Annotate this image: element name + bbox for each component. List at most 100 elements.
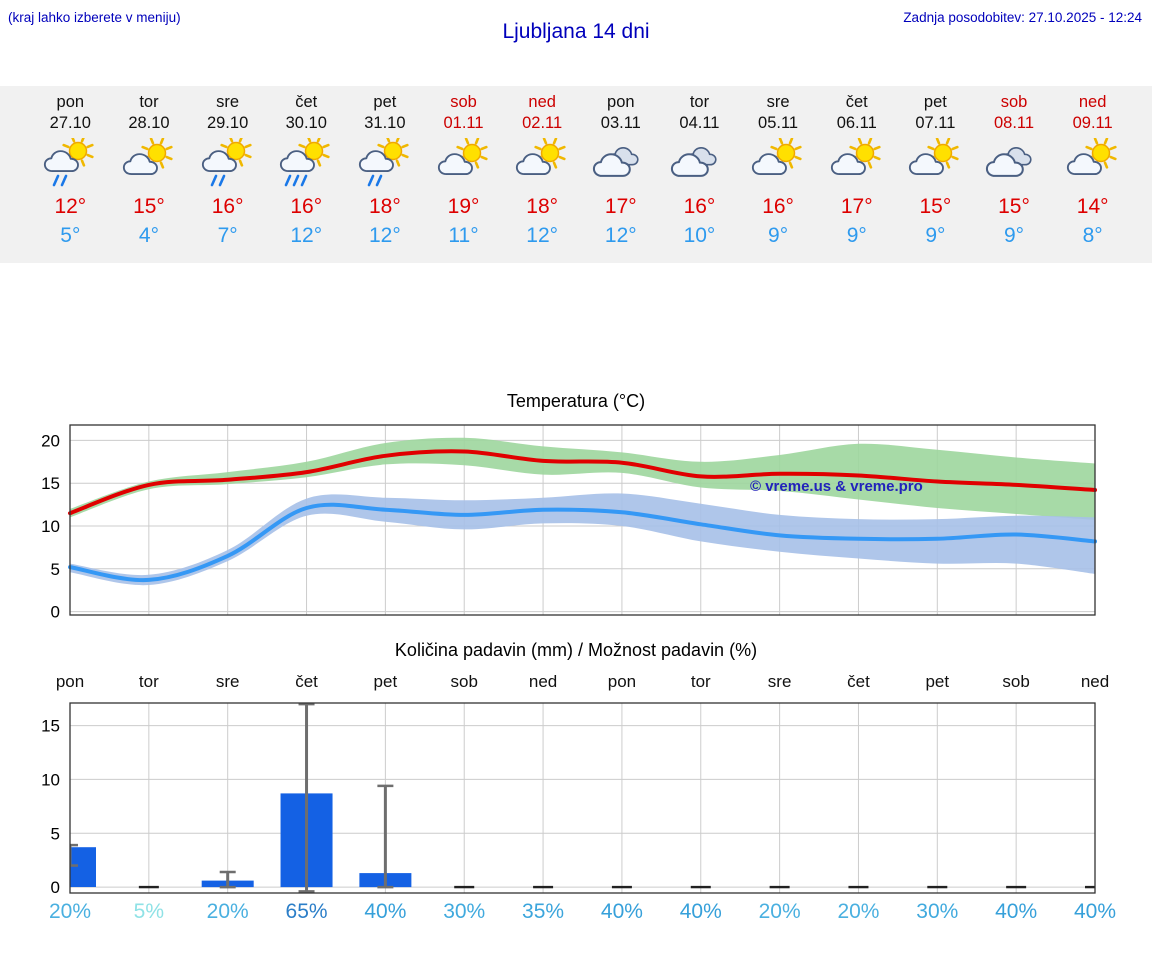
day-date: 31.10 <box>364 114 406 132</box>
low-temperature: 9° <box>846 224 867 247</box>
precip-probability-label: 20% <box>48 900 92 923</box>
precipitation-chart-title: Količina padavin (mm) / Možnost padavin … <box>394 640 758 660</box>
low-temperature: 12° <box>290 224 323 247</box>
low-temperature: 8° <box>1082 224 1103 247</box>
precip-probability-label: 40% <box>600 900 643 923</box>
precip-probability-label: 20% <box>758 900 801 923</box>
low-temperature: 7° <box>217 224 238 247</box>
cloudy-icon <box>581 138 660 190</box>
forecast-day-column: sob 01.11 19° 11° <box>424 92 503 249</box>
day-name: sob <box>450 93 477 111</box>
menu-hint-text: (kraj lahko izberete v meniju) <box>8 10 181 25</box>
day-name: pon <box>56 93 85 111</box>
high-temperature: 14° <box>1076 195 1109 218</box>
low-temperature: 12° <box>369 224 401 247</box>
day-date: 08.11 <box>993 114 1035 132</box>
precip-day-label: sob <box>1002 672 1030 691</box>
day-date: 03.11 <box>600 114 641 132</box>
high-temperature: 19° <box>447 195 480 218</box>
low-temperature: 12° <box>604 224 637 247</box>
page-title: Ljubljana 14 dni <box>502 20 650 43</box>
precip-day-label: pon <box>607 672 637 691</box>
svg-text:5: 5 <box>51 560 60 579</box>
temperature-chart-title: Temperatura (°C) <box>506 391 646 411</box>
page-header: (kraj lahko izberete v meniju) Ljubljana… <box>0 0 1152 48</box>
high-temperature: 16° <box>683 195 716 218</box>
day-name: sre <box>216 93 240 111</box>
precip-probability-label: 40% <box>679 900 722 923</box>
precip-probability-label: 65% <box>285 900 328 923</box>
sun-cloud-rain-icon <box>188 138 267 190</box>
precip-day-label: ned <box>1080 672 1110 691</box>
day-name: pon <box>607 93 635 111</box>
temperature-chart: 0 5 10 15 20 © vreme.us & vreme.pro <box>41 424 1097 622</box>
forecast-day-column: sre 05.11 16° 9° <box>739 92 818 249</box>
day-date: 07.11 <box>915 114 956 132</box>
day-date: 06.11 <box>836 114 877 132</box>
sun-cloud-icon <box>424 138 503 190</box>
precipitation-chart: 0 5 10 15 <box>41 702 1096 897</box>
svg-text:10: 10 <box>41 517 60 536</box>
precip-day-label: pet <box>373 672 398 691</box>
day-name: čet <box>845 93 868 111</box>
sun-cloud-icon <box>1053 138 1132 190</box>
high-temperature: 12° <box>54 195 87 218</box>
low-temperature: 9° <box>925 224 946 247</box>
day-date: 29.10 <box>206 114 249 132</box>
forecast-day-column: tor 28.10 15° 4° <box>110 92 189 249</box>
precip-day-label: tor <box>138 672 159 691</box>
svg-text:15: 15 <box>41 717 60 736</box>
day-name: ned <box>1078 93 1107 111</box>
precip-day-label: ned <box>528 672 558 691</box>
forecast-day-column: pon 27.10 12° 5° <box>31 92 110 249</box>
precip-day-label: sre <box>767 672 792 691</box>
day-date: 02.11 <box>522 114 563 132</box>
precip-probability-label: 40% <box>995 900 1038 923</box>
precip-day-labels-row: pon tor sre čet pet sob ned pon tor sre čet pet sob n… <box>0 670 1152 698</box>
forecast-day-column: sob 08.11 15° 9° <box>975 92 1054 249</box>
low-temperature: 4° <box>138 224 159 247</box>
day-name: pet <box>373 93 397 111</box>
svg-text:© vreme.us & vreme.pro: © vreme.us & vreme.pro <box>750 478 923 495</box>
precip-probability-label: 30% <box>916 900 959 923</box>
svg-text:0: 0 <box>51 603 60 622</box>
forecast-day-column: čet 06.11 17° 9° <box>817 92 896 249</box>
last-updated-text: Zadnja posodobitev: 27.10.2025 - 12:24 <box>903 10 1142 25</box>
day-name: ned <box>528 93 556 111</box>
day-name: sob <box>1000 93 1028 111</box>
precip-probability-label: 30% <box>443 900 486 923</box>
sun-cloud-heavy-rain-icon <box>267 138 346 190</box>
day-date: 05.11 <box>758 114 799 132</box>
forecast-day-column: pon 03.11 17° 12° <box>581 92 660 249</box>
low-temperature: 10° <box>683 224 716 247</box>
forecast-day-column: sre 29.10 16° 7° <box>188 92 267 249</box>
sun-cloud-icon <box>503 138 582 190</box>
high-temperature: 18° <box>369 195 401 218</box>
high-temperature: 15° <box>919 195 952 218</box>
precip-day-label: pon <box>55 672 85 691</box>
high-temperature: 17° <box>604 195 637 218</box>
precip-probability-label: 40% <box>1073 900 1117 923</box>
day-date: 30.10 <box>285 114 327 132</box>
day-name: sre <box>766 93 790 111</box>
forecast-day-column: ned 09.11 14° 8° <box>1053 92 1132 249</box>
precip-day-label: pet <box>925 672 950 691</box>
day-date: 01.11 <box>443 114 484 132</box>
precip-day-label: čet <box>847 672 870 691</box>
high-temperature: 16° <box>762 195 794 218</box>
forecast-strip: pon 27.10 12° 5° tor 28.10 15° 4° sre 29.10 16° 7° č… <box>0 86 1152 263</box>
precip-probability-row: 20% 5% 20% 65% 40% 30% 35% 40% 40% 20% 20% 30% 40% 40… <box>0 898 1152 932</box>
low-temperature: 5° <box>60 224 81 247</box>
precip-day-label: sob <box>450 672 478 691</box>
forecast-day-column: čet 30.10 16° 12° <box>267 92 346 249</box>
sun-cloud-rain-icon <box>31 138 110 190</box>
precip-probability-label: 35% <box>522 900 565 923</box>
high-temperature: 16° <box>211 195 244 218</box>
precip-day-label: čet <box>295 672 318 691</box>
svg-text:0: 0 <box>51 878 60 897</box>
precip-probability-label: 40% <box>364 900 407 923</box>
sun-cloud-icon <box>817 138 896 190</box>
svg-text:5: 5 <box>51 824 60 843</box>
precip-day-label: tor <box>690 672 711 691</box>
